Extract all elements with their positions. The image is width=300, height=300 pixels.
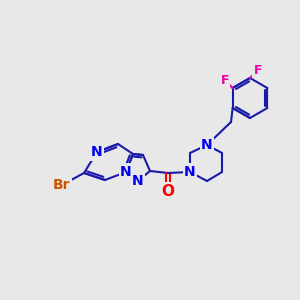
Text: N: N <box>184 165 196 179</box>
Text: Br: Br <box>53 178 71 192</box>
Text: N: N <box>201 138 213 152</box>
Text: N: N <box>91 145 103 159</box>
Text: N: N <box>132 174 144 188</box>
Text: N: N <box>120 165 132 179</box>
Text: F: F <box>254 64 262 76</box>
Text: F: F <box>220 74 229 86</box>
Text: O: O <box>161 184 175 199</box>
